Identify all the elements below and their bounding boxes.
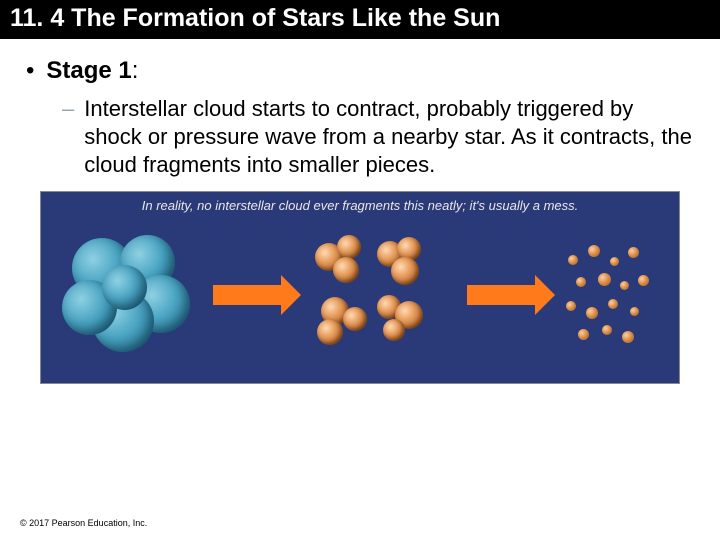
title-bar: 11. 4 The Formation of Stars Like the Su…	[0, 0, 720, 39]
bullet-text-wrap: Stage 1:	[46, 57, 138, 85]
copyright: © 2017 Pearson Education, Inc.	[20, 518, 147, 528]
bullet-marker: •	[26, 57, 34, 85]
sub-text: Interstellar cloud starts to contract, p…	[84, 95, 694, 179]
fragmented-clumps-icon	[305, 225, 445, 365]
bullet-stage1: • Stage 1:	[26, 57, 694, 85]
arrow-icon	[467, 285, 537, 305]
slide-title: 11. 4 The Formation of Stars Like the Su…	[10, 4, 500, 32]
content-area: • Stage 1: – Interstellar cloud starts t…	[0, 39, 720, 384]
bullet-label: Stage 1	[46, 57, 131, 84]
sub-marker: –	[62, 95, 74, 123]
figure: In reality, no interstellar cloud ever f…	[40, 191, 680, 384]
sub-bullet: – Interstellar cloud starts to contract,…	[62, 95, 694, 179]
interstellar-cloud-icon	[62, 230, 192, 360]
small-fragments-icon	[558, 235, 658, 355]
bullet-colon: :	[132, 57, 139, 84]
figure-caption: In reality, no interstellar cloud ever f…	[41, 192, 679, 213]
arrow-icon	[213, 285, 283, 305]
figure-body	[41, 213, 679, 383]
